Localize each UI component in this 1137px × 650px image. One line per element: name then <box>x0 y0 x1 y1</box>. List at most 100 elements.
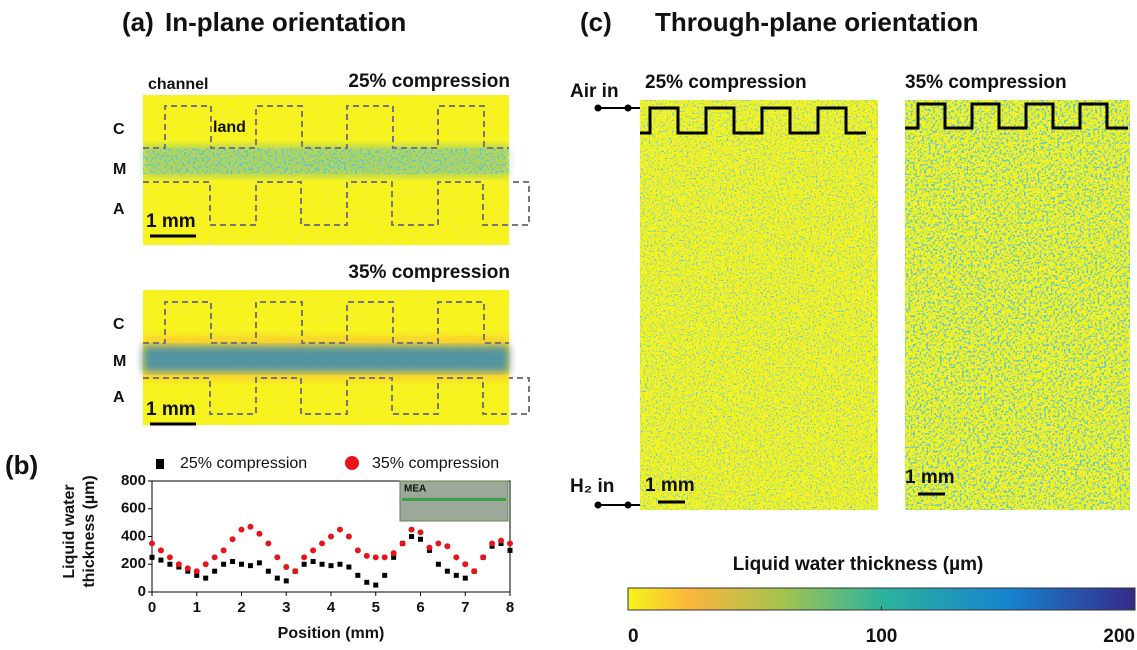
water-speckle <box>143 148 509 174</box>
point <box>417 529 424 536</box>
point <box>220 547 227 554</box>
x-tick-label: 8 <box>506 599 514 616</box>
point <box>345 533 352 540</box>
point <box>194 572 200 578</box>
condition: 25% compression <box>348 71 510 92</box>
point <box>158 557 164 563</box>
point <box>355 572 361 578</box>
point <box>265 540 272 547</box>
layer-label: M <box>113 353 126 370</box>
point <box>435 561 441 567</box>
channel-outline <box>143 105 509 149</box>
point <box>462 575 468 581</box>
point <box>274 554 281 561</box>
point <box>364 579 370 585</box>
point <box>292 568 299 575</box>
point <box>283 578 289 584</box>
point <box>489 540 496 547</box>
point <box>480 554 487 561</box>
x-tick-label: 6 <box>416 599 424 616</box>
x-tick-label: 3 <box>282 599 290 616</box>
y-tick-label: 600 <box>121 500 146 517</box>
point <box>202 561 209 568</box>
panel-title: Through-plane orientation <box>655 7 979 37</box>
inlet-label: Air in <box>570 81 619 102</box>
point <box>247 523 254 530</box>
point <box>310 547 317 554</box>
point <box>346 564 352 570</box>
point <box>498 537 505 544</box>
point <box>274 575 280 581</box>
panel-label: (a) <box>122 7 154 37</box>
point <box>453 572 459 578</box>
x-tick-label: 0 <box>148 599 156 616</box>
colorbar-tick-label: 200 <box>1103 626 1135 647</box>
land-label: land <box>213 119 246 136</box>
layer-label: A <box>113 201 125 218</box>
scale-label: 1 mm <box>146 399 196 420</box>
condition: 35% compression <box>348 262 510 283</box>
point <box>211 554 218 561</box>
point <box>256 530 263 537</box>
y-axis-label: thickness (µm) <box>81 475 98 587</box>
panel-label: (c) <box>580 7 612 37</box>
point <box>166 554 173 561</box>
point <box>399 540 406 547</box>
point <box>265 568 271 574</box>
condition: 35% compression <box>905 72 1067 93</box>
point <box>184 565 191 572</box>
point <box>247 563 253 569</box>
point <box>149 554 155 560</box>
point <box>310 558 316 564</box>
layer-label: C <box>113 316 125 333</box>
point <box>319 561 325 567</box>
legend-marker <box>345 456 359 470</box>
point <box>390 550 397 557</box>
point <box>363 552 370 559</box>
water-band <box>143 346 509 372</box>
flow-field <box>905 102 1128 130</box>
point <box>453 554 460 561</box>
point <box>381 554 388 561</box>
point <box>283 564 290 571</box>
point <box>230 558 236 564</box>
condition: 25% compression <box>645 72 807 93</box>
legend-marker <box>156 459 164 469</box>
x-axis-label: Position (mm) <box>278 625 385 642</box>
point <box>301 554 308 561</box>
scale-label: 1 mm <box>146 211 196 232</box>
point <box>319 540 326 547</box>
point <box>409 534 415 539</box>
point <box>193 568 200 575</box>
point <box>354 547 361 554</box>
point <box>435 540 442 547</box>
legend-label: 35% compression <box>372 455 499 472</box>
point <box>175 561 182 568</box>
point <box>328 563 334 569</box>
scatter-plot: 0 200 400 600 800 0 1 2 3 4 5 6 7 8 Position (mm) Liqui… <box>61 455 514 642</box>
inlet-dot <box>624 501 632 509</box>
point <box>157 547 164 554</box>
point <box>256 560 262 566</box>
layer-label: M <box>113 161 126 178</box>
y-tick-label: 0 <box>138 583 146 600</box>
inlet-dot <box>624 104 632 112</box>
point <box>507 547 513 553</box>
panel-label: (b) <box>5 450 38 480</box>
point <box>337 561 343 567</box>
point <box>444 543 451 550</box>
inset-mea <box>402 498 506 501</box>
panel-title: In-plane orientation <box>165 7 406 37</box>
channel-outline <box>143 377 530 415</box>
y-axis-label: Liquid water <box>61 484 78 578</box>
point <box>462 561 469 568</box>
x-tick-label: 2 <box>237 599 245 616</box>
point <box>238 526 245 533</box>
water-speckle <box>905 100 1130 510</box>
channel-label: channel <box>148 76 208 93</box>
water-speckle <box>640 100 878 510</box>
point <box>229 536 236 543</box>
point <box>221 561 227 567</box>
inset-label: MEA <box>404 484 426 495</box>
